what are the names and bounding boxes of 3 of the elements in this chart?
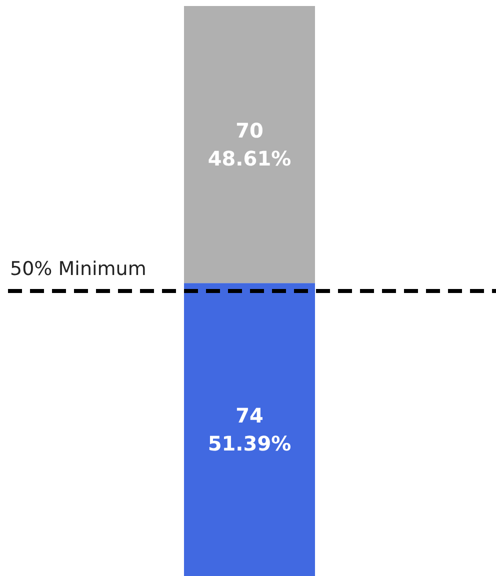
data-label: 74 51.39% [208, 404, 292, 456]
data-label: 70 48.61% [208, 118, 292, 171]
ref-line-label: 50% Minimum [10, 258, 146, 280]
